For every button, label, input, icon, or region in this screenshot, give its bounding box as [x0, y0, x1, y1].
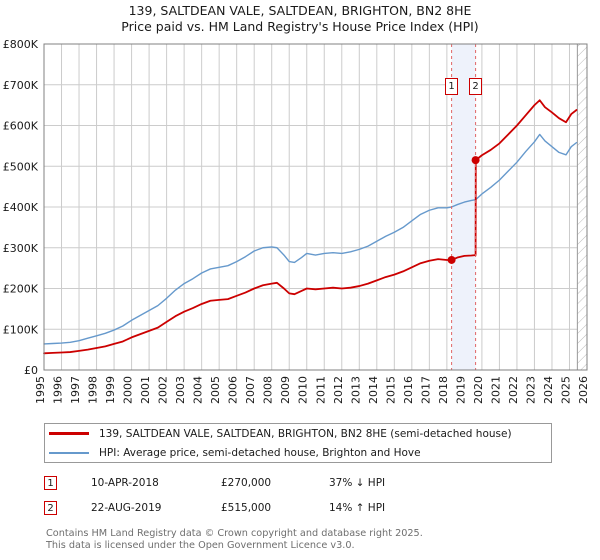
x-axis-tick-label: 2008: [262, 376, 275, 404]
legend-item-hpi: HPI: Average price, semi-detached house,…: [45, 443, 551, 462]
x-axis-tick-label: 2013: [349, 376, 362, 404]
chart-plot-area: £0 £100K £200K £300K £400K £500K £600K £700K £80…: [3, 38, 590, 404]
y-axis-tick-label: £800K: [3, 38, 39, 51]
y-axis-tick-label: £200K: [3, 283, 39, 296]
y-axis-tick-label: £300K: [3, 242, 39, 255]
x-axis-tick-label: 2000: [122, 376, 135, 404]
y-axis-tick-label: £100K: [3, 323, 39, 336]
x-axis-tick-label: 2015: [384, 376, 397, 404]
x-axis-tick-label: 2010: [297, 376, 310, 404]
legend-label-hpi: HPI: Average price, semi-detached house,…: [99, 446, 421, 459]
sale-date-1: 10-APR-2018: [91, 476, 159, 489]
sale-marker-number-1: 1: [44, 475, 57, 490]
y-axis-tick-label: £0: [24, 364, 38, 377]
x-axis-tick-label: 2014: [367, 376, 380, 404]
sale-marker-dots: [447, 156, 480, 264]
sale-price-2: £515,000: [221, 501, 272, 514]
sale-marker-lines: [451, 44, 477, 370]
chart-footer: Contains HM Land Registry data © Crown c…: [46, 528, 586, 551]
chart-title: 139, SALTDEAN VALE, SALTDEAN, BRIGHTON, …: [0, 3, 600, 35]
x-axis-tick-label: 2017: [419, 376, 432, 404]
x-axis-tick-label: 2020: [472, 376, 485, 404]
x-axis-tick-label: 2025: [560, 376, 573, 404]
table-row: 1 10-APR-2018 £270,000 37% ↓ HPI: [44, 470, 552, 495]
sale-hpi-delta-2: 14% ↑ HPI: [329, 501, 386, 514]
x-axis-tick-label: 2002: [157, 376, 170, 404]
x-axis-tick-label: 2003: [174, 376, 187, 404]
sale-marker-dot-1[interactable]: [447, 255, 456, 264]
x-axis-tick-label: 2021: [489, 376, 502, 404]
y-axis-tick-label: £500K: [3, 160, 39, 173]
y-axis-labels: £0 £100K £200K £300K £400K £500K £600K £700K £80…: [3, 38, 39, 377]
y-axis-tick-label: £600K: [3, 120, 39, 133]
x-axis-tick-label: 2006: [227, 376, 240, 404]
sale-marker-label-2[interactable]: 2: [469, 78, 483, 95]
x-axis-tick-label: 2011: [314, 376, 327, 404]
legend-swatch-hpi: [49, 451, 89, 454]
x-axis-tick-label: 2016: [402, 376, 415, 404]
series-line-price-paid: [43, 99, 578, 355]
x-axis-tick-label: 1996: [52, 376, 65, 404]
x-axis-tick-label: 2018: [437, 376, 450, 404]
x-axis-tick-label: 1995: [34, 376, 47, 404]
x-axis-tick-label: 1998: [87, 376, 100, 404]
plot-frame: [43, 43, 588, 371]
sale-date-2: 22-AUG-2019: [91, 501, 162, 514]
x-axis-labels: 1995 1996 1997 1998 1999 2000 2001 2002 2003 2004…: [34, 376, 590, 404]
sale-period-band: [451, 44, 476, 370]
x-axis-tick-label: 2001: [139, 376, 152, 404]
x-axis-tick-label: 2004: [192, 376, 205, 404]
y-axis-tick-label: £400K: [3, 201, 39, 214]
sale-marker-dot-2[interactable]: [471, 156, 480, 165]
footer-licence-line: This data is licensed under the Open Gov…: [46, 539, 355, 551]
y-axis-tick-label: £700K: [3, 79, 39, 92]
x-axis-tick-label: 2024: [542, 376, 555, 404]
sale-hpi-delta-1: 37% ↓ HPI: [329, 476, 386, 489]
x-axis-tick-label: 2026: [577, 376, 590, 404]
x-axis-tick-label: 1997: [69, 376, 82, 404]
chart-legend: 139, SALTDEAN VALE, SALTDEAN, BRIGHTON, …: [44, 423, 552, 463]
x-axis-tick-label: 2012: [332, 376, 345, 404]
sale-marker-number-2: 2: [44, 500, 57, 515]
table-row: 2 22-AUG-2019 £515,000 14% ↑ HPI: [44, 495, 552, 520]
x-axis-tick-label: 2007: [244, 376, 257, 404]
sales-table: 1 10-APR-2018 £270,000 37% ↓ HPI 2 22-AU…: [44, 470, 552, 520]
legend-label-price-paid: 139, SALTDEAN VALE, SALTDEAN, BRIGHTON, …: [99, 427, 512, 440]
legend-item-price-paid: 139, SALTDEAN VALE, SALTDEAN, BRIGHTON, …: [45, 424, 551, 443]
x-axis-tick-label: 2005: [209, 376, 222, 404]
chart-title-line2: Price paid vs. HM Land Registry's House …: [121, 19, 479, 34]
series-line-hpi: [43, 133, 578, 345]
sale-price-1: £270,000: [221, 476, 272, 489]
sale-marker-label-1[interactable]: 1: [445, 78, 459, 95]
x-axis-tick-label: 1999: [104, 376, 117, 404]
no-data-hatched-region: [576, 43, 588, 371]
footer-copyright-line: Contains HM Land Registry data © Crown c…: [46, 528, 423, 539]
x-axis-tick-label: 2023: [525, 376, 538, 404]
x-axis-tick-label: 2019: [454, 376, 467, 404]
x-axis-tick-label: 2009: [279, 376, 292, 404]
legend-swatch-price-paid: [49, 432, 89, 435]
chart-title-line1: 139, SALTDEAN VALE, SALTDEAN, BRIGHTON, …: [128, 3, 472, 18]
x-axis-tick-label: 2022: [507, 376, 520, 404]
